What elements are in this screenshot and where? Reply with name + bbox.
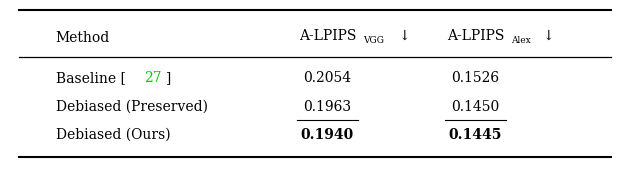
Text: Debiased (Preserved): Debiased (Preserved) bbox=[55, 100, 208, 114]
Text: A-LPIPS: A-LPIPS bbox=[299, 29, 356, 43]
Text: 27: 27 bbox=[144, 71, 162, 85]
Text: Alex: Alex bbox=[512, 36, 531, 45]
Text: 0.1450: 0.1450 bbox=[452, 100, 500, 114]
Text: Debiased (Ours): Debiased (Ours) bbox=[55, 128, 170, 142]
Text: VGG: VGG bbox=[363, 36, 384, 45]
Text: A-LPIPS: A-LPIPS bbox=[447, 29, 504, 43]
Text: 0.1526: 0.1526 bbox=[452, 71, 500, 85]
Text: 0.2054: 0.2054 bbox=[303, 71, 352, 85]
Text: ↓: ↓ bbox=[542, 29, 553, 43]
Text: Method: Method bbox=[55, 31, 110, 45]
Text: Baseline [: Baseline [ bbox=[55, 71, 125, 85]
Text: 0.1963: 0.1963 bbox=[303, 100, 352, 114]
Text: 0.1940: 0.1940 bbox=[301, 128, 354, 142]
Text: ↓: ↓ bbox=[398, 29, 410, 43]
Text: 0.1445: 0.1445 bbox=[449, 128, 502, 142]
Text: ]: ] bbox=[166, 71, 172, 85]
